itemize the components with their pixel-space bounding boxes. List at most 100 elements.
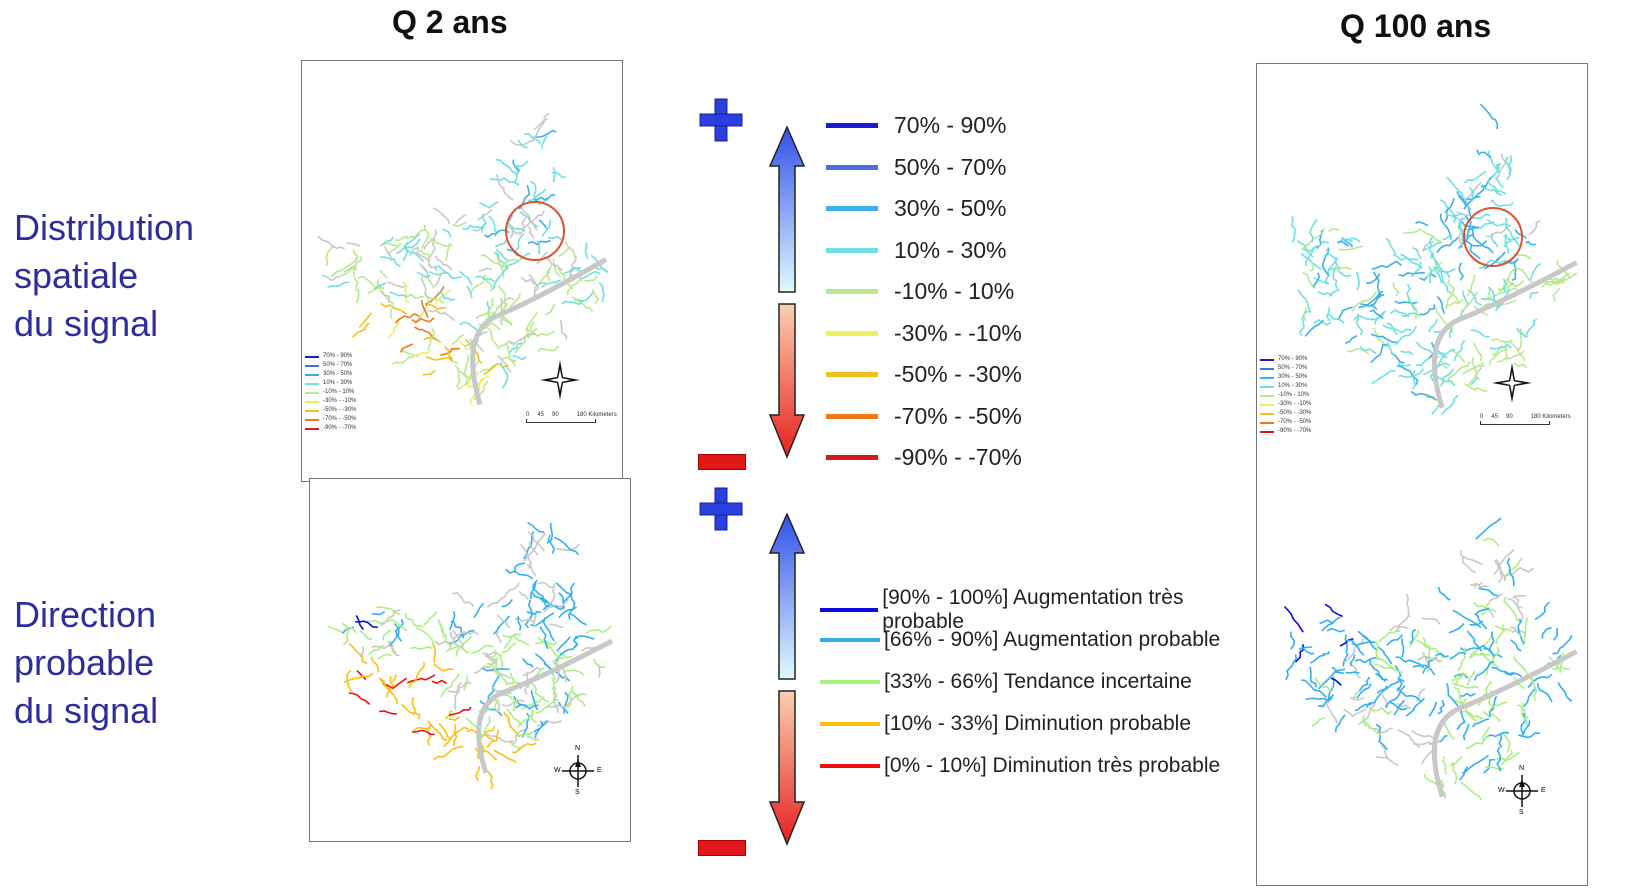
river-segment xyxy=(1330,677,1342,687)
plus-icon xyxy=(699,487,743,531)
river-segment xyxy=(525,311,539,332)
river-segment xyxy=(520,206,538,231)
river-segment xyxy=(554,536,580,556)
river-segment xyxy=(448,631,455,651)
river-segment xyxy=(1483,758,1495,774)
river-segment xyxy=(452,221,467,228)
river-segment xyxy=(1504,217,1521,247)
legend-item: [10% - 33%] Diminution probable xyxy=(820,712,1191,736)
river-segment xyxy=(1318,671,1344,690)
river-segment xyxy=(1326,313,1345,324)
river-segment xyxy=(1353,315,1375,321)
river-segment xyxy=(1472,601,1497,613)
river-segment xyxy=(1285,654,1297,681)
river-segment xyxy=(1459,710,1484,720)
river-segment xyxy=(1475,149,1492,158)
river-segment xyxy=(1527,673,1553,688)
river-segment xyxy=(1319,616,1341,625)
river-segment xyxy=(1471,717,1490,728)
legend-probability: [90% - 100%] Augmentation très probable[… xyxy=(820,586,1260,786)
river-segment xyxy=(1486,179,1507,195)
river-segment xyxy=(505,342,517,367)
mini-legend-label: -30% - -10% xyxy=(323,398,357,404)
river-segment xyxy=(1405,593,1411,618)
river-segment xyxy=(1457,195,1481,201)
river-network-map xyxy=(317,112,609,415)
increase-arrow-icon xyxy=(768,126,806,293)
river-segment xyxy=(1457,647,1467,672)
river-segment xyxy=(1302,271,1316,289)
river-network-map xyxy=(327,512,614,790)
river-segment xyxy=(408,662,426,689)
river-segment xyxy=(1290,631,1296,650)
river-segment xyxy=(1510,639,1522,652)
river-segment xyxy=(379,609,401,627)
river-segment xyxy=(1309,218,1318,243)
highlight-circle xyxy=(1463,207,1523,267)
river-segment xyxy=(444,709,453,720)
main-river xyxy=(1431,260,1578,409)
river-segment xyxy=(1490,233,1499,248)
title-q2: Q 2 ans xyxy=(392,4,508,40)
decrease-arrow-icon xyxy=(768,690,806,846)
river-segment xyxy=(551,677,557,699)
river-segment xyxy=(1507,598,1523,609)
river-segment xyxy=(1503,671,1523,678)
river-segment xyxy=(527,226,535,240)
river-segment xyxy=(533,581,550,605)
river-segment xyxy=(420,224,430,250)
compass-w: W xyxy=(554,767,561,774)
river-segment xyxy=(1317,290,1333,297)
river-segment xyxy=(1369,309,1384,320)
mini-legend-swatch xyxy=(1260,412,1274,415)
river-segment xyxy=(1375,723,1389,751)
legend-item: 70% - 90% xyxy=(826,112,1007,139)
river-segment xyxy=(535,129,557,138)
river-segment xyxy=(549,623,564,628)
river-segment xyxy=(376,606,401,616)
river-segment xyxy=(1439,213,1452,240)
river-segment xyxy=(391,356,415,365)
river-segment xyxy=(1331,666,1346,672)
mini-legend-label: 10% - 30% xyxy=(1278,383,1308,389)
river-segment xyxy=(513,164,521,184)
river-segment xyxy=(1482,537,1500,547)
river-segment xyxy=(1460,291,1479,313)
river-segment xyxy=(1344,634,1348,655)
river-segment xyxy=(536,240,541,255)
river-segment xyxy=(1451,672,1467,682)
river-segment xyxy=(409,646,433,651)
river-segment xyxy=(451,334,465,346)
river-segment xyxy=(1370,343,1389,364)
river-segment xyxy=(440,347,461,356)
compass-glyph-icon xyxy=(562,755,594,787)
river-segment xyxy=(452,629,465,650)
main-river xyxy=(476,638,614,774)
river-segment xyxy=(511,728,526,746)
river-segment xyxy=(1536,682,1553,703)
river-segment xyxy=(547,534,556,554)
river-segment xyxy=(536,719,563,727)
river-segment xyxy=(486,729,500,749)
river-segment xyxy=(516,731,534,737)
river-segment xyxy=(484,767,494,790)
river-segment xyxy=(1504,557,1523,581)
river-segment xyxy=(1313,277,1329,285)
river-segment xyxy=(493,749,517,763)
river-segment xyxy=(1488,593,1503,603)
river-segment xyxy=(530,709,538,724)
river-segment xyxy=(530,321,535,334)
river-segment xyxy=(389,291,408,298)
scale-tick: 90 xyxy=(1506,414,1513,420)
river-segment xyxy=(434,271,443,288)
river-segment xyxy=(1498,267,1516,293)
river-segment xyxy=(558,601,576,619)
river-segment xyxy=(509,293,522,308)
river-segment xyxy=(432,207,451,225)
river-segment xyxy=(473,602,485,619)
river-segment xyxy=(537,636,565,659)
river-segment xyxy=(1489,343,1512,351)
river-segment xyxy=(1433,265,1443,284)
river-segment xyxy=(530,690,539,711)
river-segment xyxy=(1516,327,1527,338)
